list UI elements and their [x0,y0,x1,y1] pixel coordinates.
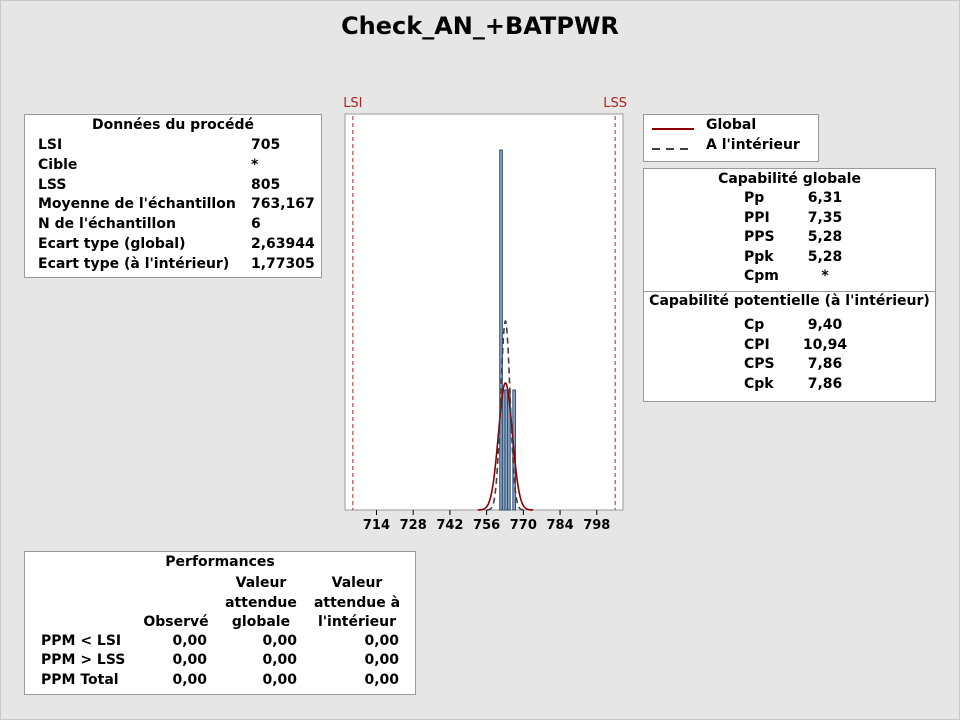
capability-divider [644,291,935,292]
potential-capability-header: Capabilité potentielle (à l'intérieur) [649,293,930,309]
potential-value-cpk: 7,86 [807,376,843,392]
perf-observed-below-lsl: 0,00 [172,633,207,649]
process-row-value-sd-within: 1,77305 [251,256,315,272]
perf-within-above-usl: 0,00 [364,652,399,668]
perf-within-below-lsl: 0,00 [364,633,399,649]
perf-observed-above-usl: 0,00 [172,652,207,668]
process-row-label-usl: LSS [38,177,67,193]
global-normal-curve [477,382,534,511]
perf-overall-above-usl: 0,00 [262,652,297,668]
perf-row-label-total: PPM Total [41,672,119,688]
legend-within-label: A l'intérieur [706,137,800,153]
performance-box: Performances Observé Valeur attendue glo… [24,551,416,695]
overall-value-pp: 6,31 [807,190,843,206]
col-header-expected-overall: Valeur attendue globale [225,575,297,630]
within-normal-curve [486,319,525,511]
usl-label: LSS [603,96,627,111]
perf-within-total: 0,00 [364,672,399,688]
potential-value-cpu: 7,86 [807,356,843,372]
process-data-box: Données du procédé LSI 705 Cible * LSS 8… [24,114,322,278]
potential-label-cpl: CPI [744,337,770,353]
perf-overall-below-lsl: 0,00 [262,633,297,649]
lsl-label: LSI [343,96,362,111]
overall-capability-header: Capabilité globale [718,171,861,187]
x-tick-label-742: 742 [436,518,463,533]
process-row-value-mean: 763,167 [251,196,315,212]
overall-label-ppl: PPI [744,210,770,226]
process-row-label-sd-within: Ecart type (à l'intérieur) [38,256,230,272]
col-header-observed: Observé [143,614,209,630]
overall-label-cpm: Cpm [744,268,779,284]
process-row-label-lsl: LSI [38,137,63,153]
process-row-value-n: 6 [251,216,261,232]
overall-value-ppl: 7,35 [807,210,843,226]
x-tick-label-798: 798 [583,518,610,533]
col-header-expected-within: Valeur attendue à l'intérieur [313,575,401,630]
overall-label-pp: Pp [744,190,765,206]
x-tick-label-714: 714 [363,518,390,533]
x-tick-label-728: 728 [400,518,427,533]
overall-label-ppu: PPS [744,229,775,245]
process-row-label-target: Cible [38,157,78,173]
perf-row-label-above-usl: PPM > LSS [41,652,126,668]
process-row-value-sd-global: 2,63944 [251,236,315,252]
x-tick-label-784: 784 [546,518,573,533]
potential-value-cp: 9,40 [807,317,843,333]
perf-observed-total: 0,00 [172,672,207,688]
overall-label-ppk: Ppk [744,249,774,265]
potential-value-cpl: 10,94 [802,337,848,353]
perf-overall-total: 0,00 [262,672,297,688]
process-row-label-mean: Moyenne de l'échantillon [38,196,236,212]
legend-box: Global A l'intérieur [643,114,819,162]
potential-label-cp: Cp [744,317,765,333]
process-row-label-sd-global: Ecart type (global) [38,236,186,252]
process-row-label-n: N de l'échantillon [38,216,176,232]
overall-value-ppk: 5,28 [807,249,843,265]
chart-title: Check_AN_+BATPWR [341,12,619,40]
process-row-value-lsl: 705 [251,137,281,153]
capability-box: Capabilité globale Pp 6,31 PPI 7,35 PPS … [643,168,936,402]
histogram-bar-3 [507,389,511,511]
overall-value-ppu: 5,28 [807,229,843,245]
process-row-value-usl: 805 [251,177,281,193]
overall-value-cpm: * [821,268,829,284]
legend-global-label: Global [706,117,757,133]
perf-row-label-below-lsl: PPM < LSI [41,633,122,649]
x-tick-label-756: 756 [473,518,500,533]
plot-area [344,113,624,511]
process-data-header: Données du procédé [91,117,255,133]
histogram-bar-0 [499,149,503,511]
x-tick-label-770: 770 [510,518,537,533]
performance-header: Performances [165,554,275,570]
potential-label-cpk: Cpk [744,376,774,392]
potential-label-cpu: CPS [744,356,775,372]
process-row-value-target: * [251,157,259,173]
